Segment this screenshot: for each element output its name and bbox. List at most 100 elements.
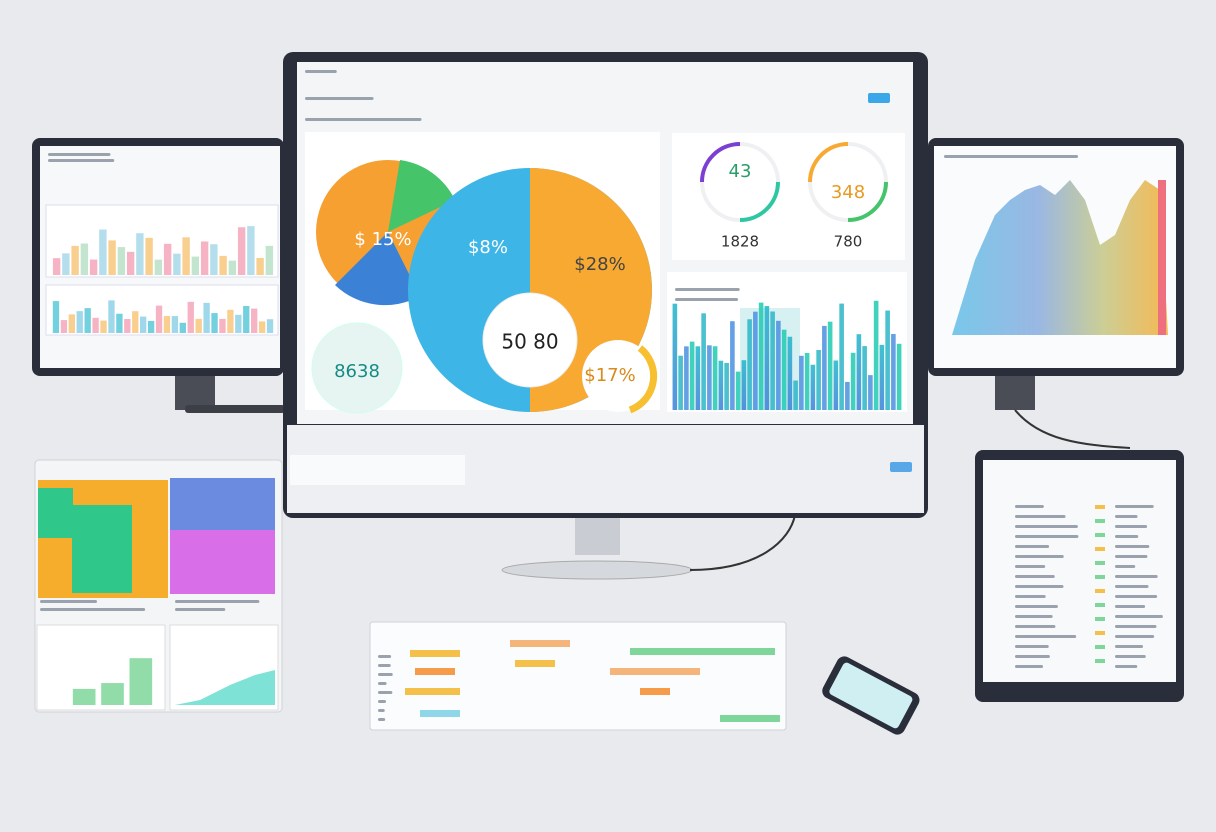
status-dot (1095, 631, 1105, 635)
decor-bar (89, 259, 98, 275)
text-line (1015, 575, 1055, 578)
decor-bar (862, 346, 867, 410)
decor-bar (712, 346, 718, 410)
heat-block (38, 488, 73, 538)
decor-bar (203, 302, 210, 333)
decor-bar (129, 658, 153, 705)
decor-bar (707, 345, 712, 410)
decor-bar (885, 310, 890, 410)
gantt-bar (405, 688, 460, 695)
decor-bar (187, 301, 194, 333)
decor-bar (145, 237, 153, 275)
decor-bar (793, 380, 798, 410)
text-line (48, 153, 111, 156)
decor-bar (147, 320, 155, 333)
text-line (1115, 565, 1136, 568)
base (501, 560, 693, 580)
text-line (175, 600, 260, 603)
text-line (1015, 515, 1066, 518)
text-line (305, 97, 374, 100)
status-dot (1095, 617, 1105, 621)
heat-block (72, 505, 132, 593)
gauge-total: 780 (834, 233, 863, 251)
gauge-value: 348 (831, 182, 865, 203)
decor-bar (124, 318, 131, 333)
status-dot (1095, 519, 1105, 523)
decor-bar (108, 300, 115, 333)
text-line (1015, 655, 1050, 658)
text-line (1015, 595, 1046, 598)
text-line (1015, 585, 1064, 588)
decor-bar (753, 311, 758, 410)
text-line (1115, 585, 1149, 588)
decor-bar (265, 245, 274, 275)
cable (1014, 409, 1131, 449)
stand-base (185, 405, 285, 413)
heat-block (130, 485, 165, 505)
toolbar (290, 455, 465, 485)
decor-bar (256, 257, 264, 275)
screen (983, 460, 1176, 682)
decor-bar (171, 316, 179, 333)
text-line (1015, 665, 1044, 668)
decor-bar (155, 305, 163, 333)
phone-screen (829, 662, 913, 729)
decor-bar (891, 334, 896, 410)
heat-block (170, 478, 275, 530)
text-line (1115, 615, 1163, 618)
decor-bar (136, 233, 144, 275)
decor-bar (747, 319, 752, 410)
pie-label: $28% (574, 254, 625, 275)
status-dot (1095, 575, 1105, 579)
decor-bar (684, 346, 689, 410)
decor-bar (804, 353, 810, 410)
text-line (1115, 595, 1158, 598)
decor-bar (228, 260, 237, 275)
decor-bar (179, 322, 186, 333)
decor-bar (879, 344, 885, 410)
decor-bar (718, 360, 724, 410)
text-line (944, 155, 1079, 158)
card (672, 133, 905, 260)
kpi-circle (482, 292, 578, 388)
decor-bar (251, 308, 258, 333)
status-dot (1095, 645, 1105, 649)
kpi-value: $17% (584, 365, 635, 386)
decor-bar (163, 316, 171, 333)
decor-bar (99, 229, 107, 275)
status-dot (1095, 603, 1105, 607)
gantt-bar (420, 710, 460, 717)
status-dot (1095, 505, 1105, 509)
decor-bar (101, 683, 124, 705)
status-dot (1095, 547, 1105, 551)
text-line (378, 655, 392, 658)
decor-bar (266, 319, 274, 333)
decor-bar (833, 360, 839, 410)
decor-bar (116, 313, 123, 333)
text-line (378, 673, 393, 676)
text-line (378, 718, 386, 721)
decor-bar (117, 247, 126, 275)
decor-bar (211, 313, 218, 333)
text-line (1115, 535, 1139, 538)
status-dot (1095, 533, 1105, 537)
gauge-total: 1828 (721, 233, 759, 251)
text-line (378, 700, 387, 703)
cable (689, 514, 796, 571)
text-line (1015, 605, 1058, 608)
decor-bar (108, 240, 116, 275)
text-line (1115, 645, 1144, 648)
decor-bar (678, 355, 683, 410)
decor-bar (60, 320, 68, 333)
text-line (378, 709, 385, 712)
status-dot (1095, 659, 1105, 663)
decor-bar (845, 381, 850, 410)
decor-bar (71, 245, 79, 275)
decor-bar (52, 301, 60, 333)
decor-bar (850, 352, 856, 410)
text-line (378, 691, 393, 694)
decor-bar (695, 346, 701, 410)
decor-bar (758, 302, 764, 410)
text-line (1015, 525, 1078, 528)
mini-area (175, 670, 275, 705)
